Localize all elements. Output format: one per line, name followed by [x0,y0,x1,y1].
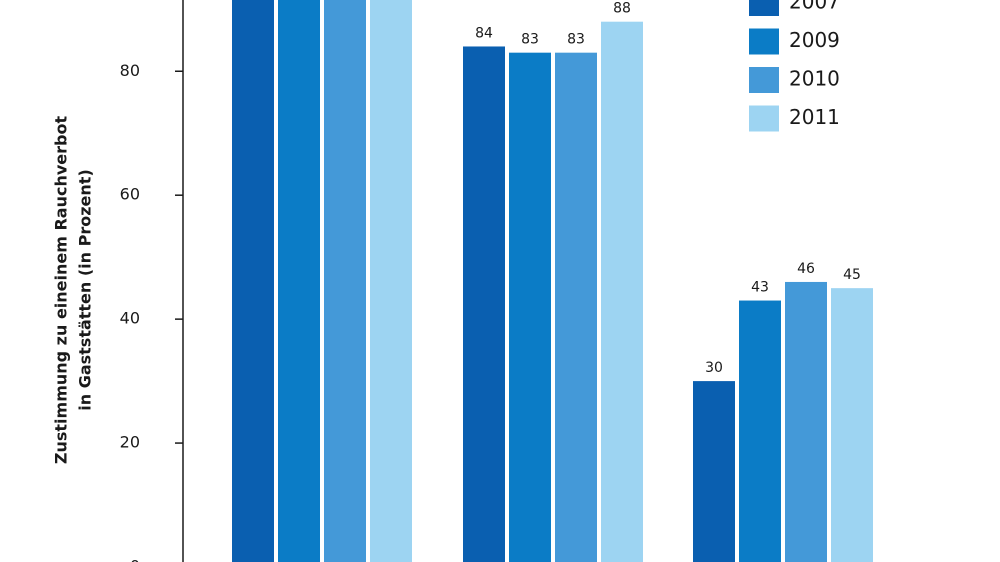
bar [739,300,781,562]
value-label: 84 [475,25,493,41]
legend-label: 2011 [789,105,840,129]
legend-swatch [749,0,779,16]
value-label: 43 [751,280,769,296]
bar [785,281,827,562]
bar [831,288,873,562]
value-label: 46 [797,261,815,277]
bar [278,0,320,562]
value-label: 83 [521,32,539,48]
legend-swatch [749,28,779,55]
value-label: 30 [705,360,723,376]
bar [693,381,735,562]
legend-swatch [749,105,779,132]
bar [232,0,274,562]
legend-swatch [749,67,779,93]
value-label: 88 [613,1,631,17]
y-tick-label: 0 [130,557,140,562]
legend-label: 2009 [789,28,840,52]
bar [555,52,597,562]
bar [324,0,366,562]
bar [370,0,412,562]
value-label: 83 [567,32,585,48]
y-tick-label: 60 [120,185,140,204]
y-tick-label: 20 [120,433,140,452]
legend-label: 2010 [789,67,840,91]
bar [463,46,505,562]
value-label: 45 [843,267,861,283]
y-tick-label: 40 [120,309,140,328]
y-axis-title: Zustimmung zu eineinem Rauchverbot [52,116,71,465]
bar [509,52,551,562]
bar [601,21,643,562]
y-axis-title: in Gaststätten (in Prozent) [76,169,95,411]
y-tick-label: 80 [120,61,140,80]
legend-label: 2007 [789,0,840,14]
